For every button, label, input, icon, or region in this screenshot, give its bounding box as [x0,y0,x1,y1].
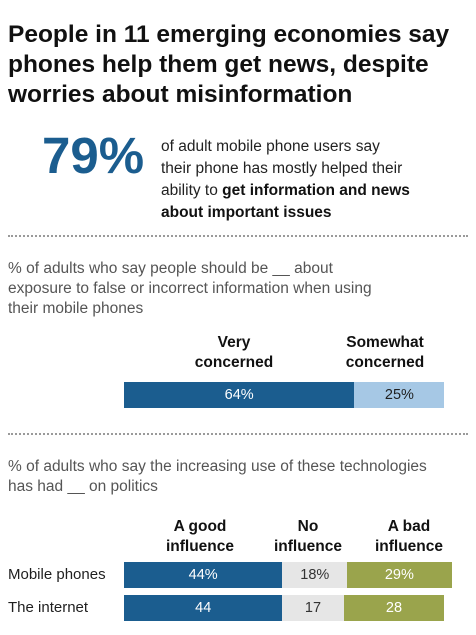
highlight-text-bold-2: about important issues [161,204,332,221]
bar-internet-none-label: 17 [304,600,322,616]
legend-somewhat-concerned: Somewhat concerned [345,334,425,371]
bar-very-concerned-label: 64% [224,387,254,403]
title-line-1: People in 11 emerging economies say [8,21,450,48]
concern-chart-subtitle: % of adults who say people should be __ … [8,259,470,319]
row-label-internet: The internet [8,599,89,616]
bar-mobile-none-label: 18% [300,567,330,583]
section-divider-2 [8,433,468,435]
bar-internet-bad-label: 28 [385,600,403,616]
highlight-text-plain: ability to [161,182,223,199]
bar-internet-good-label: 44 [195,600,212,616]
title-line-3: worries about misinformation [8,81,353,108]
legend-good-influence: A good influence [165,518,235,555]
highlight-text-line-2: their phone has mostly helped their [161,160,403,177]
section-divider-1 [8,235,468,237]
bar-internet-bad: 28 [343,595,445,621]
internet-bar: 44 17 28 [124,595,445,621]
bar-mobile-none: 18% [282,562,348,588]
bar-mobile-bad-label: 29% [384,567,414,583]
concern-subtitle-line-1: % of adults who say people should be __ … [8,260,333,277]
highlight-percentage: 79% [42,127,145,184]
concern-bar: 64% 25% [124,382,445,408]
bar-somewhat-concerned: 25% [354,382,445,408]
concern-subtitle-line-2: exposure to false or incorrect informati… [8,280,372,297]
legend-very-concerned: Very concerned [194,334,274,371]
bar-mobile-good: 44% [124,562,283,588]
politics-subtitle-line-1: % of adults who say the increasing use o… [8,458,427,475]
bar-very-concerned: 64% [124,382,355,408]
mobile-phones-bar: 44% 18% 29% [124,562,452,588]
chart-title: People in 11 emerging economies say phon… [8,20,470,110]
bar-internet-good: 44 [124,595,283,621]
bar-somewhat-concerned-label: 25% [384,387,414,403]
title-line-2: phones help them get news, despite [8,51,429,78]
concern-subtitle-line-3: their mobile phones [8,300,144,317]
highlight-description: of adult mobile phone users say their ph… [161,136,461,224]
bar-mobile-good-label: 44% [188,567,218,583]
politics-subtitle-line-2: has had __ on politics [8,478,158,495]
row-label-mobile-phones: Mobile phones [8,566,106,583]
highlight-text-line-4: about important issues [161,202,461,224]
legend-bad-influence: A bad influence [374,518,444,555]
highlight-text-bold-1: get information and news [222,182,410,199]
politics-chart-subtitle: % of adults who say the increasing use o… [8,457,470,497]
bar-internet-none: 17 [282,595,344,621]
bar-mobile-bad: 29% [347,562,452,588]
legend-no-influence: No influence [273,518,343,555]
highlight-text-line-3: ability to get information and news [161,180,461,202]
highlight-text-line-1: of adult mobile phone users say [161,138,380,155]
